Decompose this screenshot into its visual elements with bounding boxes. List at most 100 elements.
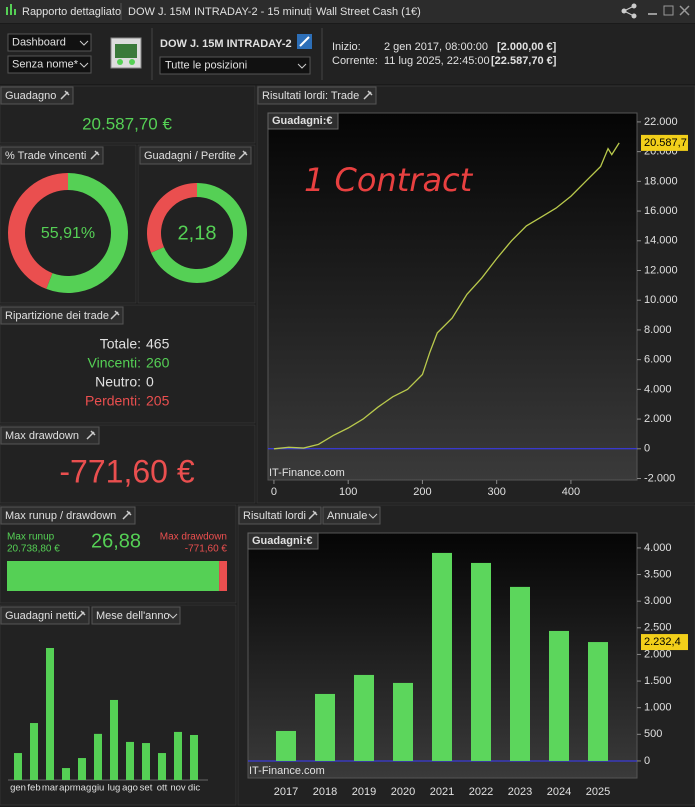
edit-button[interactable] xyxy=(297,34,312,49)
current-date: 11 lug 2025, 22:45:00 xyxy=(384,55,490,67)
view-value: Dashboard xyxy=(12,36,66,48)
plot-subtitle-box xyxy=(267,112,339,130)
pin-icon[interactable] xyxy=(60,90,70,100)
minimize-button[interactable] xyxy=(648,13,657,15)
bar xyxy=(126,741,134,780)
bar xyxy=(174,731,182,780)
period-dropdown[interactable] xyxy=(91,606,181,625)
y-tick-label: 22.000 xyxy=(644,116,678,128)
y-tick-label: 3.000 xyxy=(644,595,672,607)
watermark: IT-Finance.com xyxy=(249,765,325,777)
equity-line xyxy=(273,142,620,450)
panel-header xyxy=(0,426,100,445)
pin-icon[interactable] xyxy=(110,310,120,320)
y-tick-label: 1.000 xyxy=(644,702,672,714)
preset-dropdown[interactable] xyxy=(7,55,92,74)
donut-label: 2,18 xyxy=(178,222,217,244)
pin-icon[interactable] xyxy=(308,510,318,520)
x-tick-label: set xyxy=(140,783,153,794)
x-tick-label: mar xyxy=(42,783,58,794)
panel-header xyxy=(0,146,104,165)
y-tick-label: 2.000 xyxy=(644,648,672,660)
bar xyxy=(62,768,70,780)
ratio-value: 26,88 xyxy=(91,530,141,552)
pin-icon[interactable] xyxy=(90,150,100,160)
period-value: Annuale xyxy=(327,510,367,522)
x-tick-label: feb xyxy=(27,783,40,794)
bar xyxy=(14,753,22,780)
drawdown-value: -771,60 € xyxy=(185,544,228,555)
bar xyxy=(354,674,374,761)
app-icon xyxy=(10,4,12,15)
y-tick-label: 16.000 xyxy=(644,205,678,217)
x-tick-label: 0 xyxy=(271,486,277,498)
panel xyxy=(0,304,256,424)
pin-icon[interactable] xyxy=(238,150,248,160)
y-tick-label: 4.000 xyxy=(644,542,672,554)
x-tick-label: dic xyxy=(188,783,200,794)
y-tick-label: 1.500 xyxy=(644,675,672,687)
breakdown-label: Perdenti: xyxy=(85,393,141,409)
maximize-button[interactable] xyxy=(663,5,674,16)
x-tick-label: 200 xyxy=(413,486,431,498)
pin-icon[interactable] xyxy=(122,510,132,520)
view-dropdown[interactable] xyxy=(7,33,92,52)
bar xyxy=(276,730,296,761)
pin-icon[interactable] xyxy=(363,90,373,100)
system-name: DOW J. 15M INTRADAY-2 xyxy=(160,38,292,50)
pin-icon[interactable] xyxy=(86,430,96,440)
bar xyxy=(432,552,452,761)
x-tick-label: mag xyxy=(73,783,91,794)
bar xyxy=(30,723,38,780)
report-icon[interactable] xyxy=(110,37,142,69)
pin-icon[interactable] xyxy=(76,610,86,620)
x-tick-label: 2018 xyxy=(313,786,337,798)
bar xyxy=(315,693,335,761)
panel-title: Risultati lordi xyxy=(243,510,306,522)
x-tick-label: 2023 xyxy=(508,786,532,798)
x-tick-label: nov xyxy=(170,783,186,794)
current-label: Corrente: xyxy=(332,55,378,67)
donut-win xyxy=(46,173,129,294)
donut-loss xyxy=(147,183,197,253)
panel-title: Max runup / drawdown xyxy=(5,510,116,522)
breakdown-label: Totale: xyxy=(100,336,141,352)
bar xyxy=(78,758,86,780)
y-tick-label: 4.000 xyxy=(644,383,672,395)
current-value: [22.587,70 €] xyxy=(491,55,557,67)
start-date: 2 gen 2017, 08:00:00 xyxy=(384,41,488,53)
panel-header xyxy=(139,146,252,165)
x-tick-label: 2021 xyxy=(430,786,454,798)
breakdown-value: 260 xyxy=(146,355,170,371)
y-tick-label: 0 xyxy=(644,755,650,767)
app-icon xyxy=(6,7,8,15)
x-tick-label: 2020 xyxy=(391,786,415,798)
x-tick-label: 2017 xyxy=(274,786,298,798)
period-value: Mese dell'anno xyxy=(96,610,170,622)
dropdown-arrow xyxy=(168,613,178,619)
bar xyxy=(549,630,569,761)
y-tick-label: -2.000 xyxy=(644,472,675,484)
y-tick-label: 12.000 xyxy=(644,264,678,276)
drawdown-name: Max drawdown xyxy=(160,532,227,543)
title-item: Rapporto dettagliato xyxy=(22,6,121,18)
breakdown-value: 0 xyxy=(146,374,154,390)
y-tick-label: 2.500 xyxy=(644,622,672,634)
bar xyxy=(46,648,54,780)
dropdown-arrow xyxy=(368,513,378,519)
x-tick-label: 2019 xyxy=(352,786,376,798)
positions-dropdown[interactable] xyxy=(159,56,311,75)
drawdown-bar xyxy=(219,561,227,591)
last-value-label: 2.232,4 xyxy=(644,636,681,648)
x-tick-label: 400 xyxy=(562,486,580,498)
panel-title: Ripartizione dei trade xyxy=(5,310,109,322)
share-button[interactable] xyxy=(621,3,637,19)
close-button[interactable] xyxy=(679,5,690,16)
panel-title: % Trade vincenti xyxy=(5,150,86,162)
y-tick-label: 3.500 xyxy=(644,568,672,580)
panel-header xyxy=(0,86,74,105)
y-tick-label: 18.000 xyxy=(644,175,678,187)
period-dropdown[interactable] xyxy=(322,506,381,525)
bar xyxy=(110,699,118,780)
x-tick-label: ott xyxy=(157,783,168,794)
